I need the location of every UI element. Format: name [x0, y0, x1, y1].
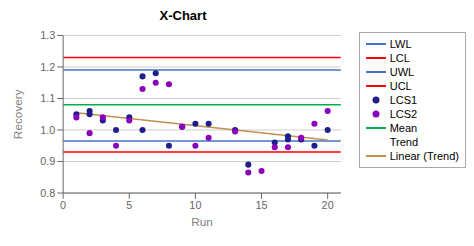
- svg-text:Run: Run: [191, 216, 213, 230]
- html-text:Trend: Trend: [389, 136, 418, 148]
- svg-text:1.1: 1.1: [40, 92, 55, 104]
- html-text:UWL: UWL: [389, 66, 415, 78]
- html-text:UCL: UCL: [389, 80, 412, 92]
- svg-text:1.2: 1.2: [40, 61, 55, 73]
- html-text:LCL: LCL: [389, 52, 410, 64]
- html-text:LCS1: LCS1: [389, 94, 418, 106]
- html-text:Linear (Trend): Linear (Trend): [389, 150, 459, 162]
- svg-text:0: 0: [60, 199, 66, 211]
- html-text:LCS2: LCS2: [389, 108, 418, 120]
- svg-text:1.0: 1.0: [40, 124, 55, 136]
- html-text:Mean: Mean: [389, 122, 418, 134]
- svg-text:Recovery: Recovery: [11, 89, 25, 139]
- svg-text:5: 5: [126, 199, 132, 211]
- svg-text:20: 20: [322, 199, 334, 211]
- svg-text:15: 15: [256, 199, 268, 211]
- svg-text:10: 10: [189, 199, 201, 211]
- html-text:X-Chart: X-Chart: [159, 8, 207, 23]
- svg-text:0.8: 0.8: [40, 187, 55, 199]
- svg-text:1.3: 1.3: [40, 29, 55, 41]
- svg-text:0.9: 0.9: [40, 155, 55, 167]
- html-text:LWL: LWL: [389, 38, 412, 50]
